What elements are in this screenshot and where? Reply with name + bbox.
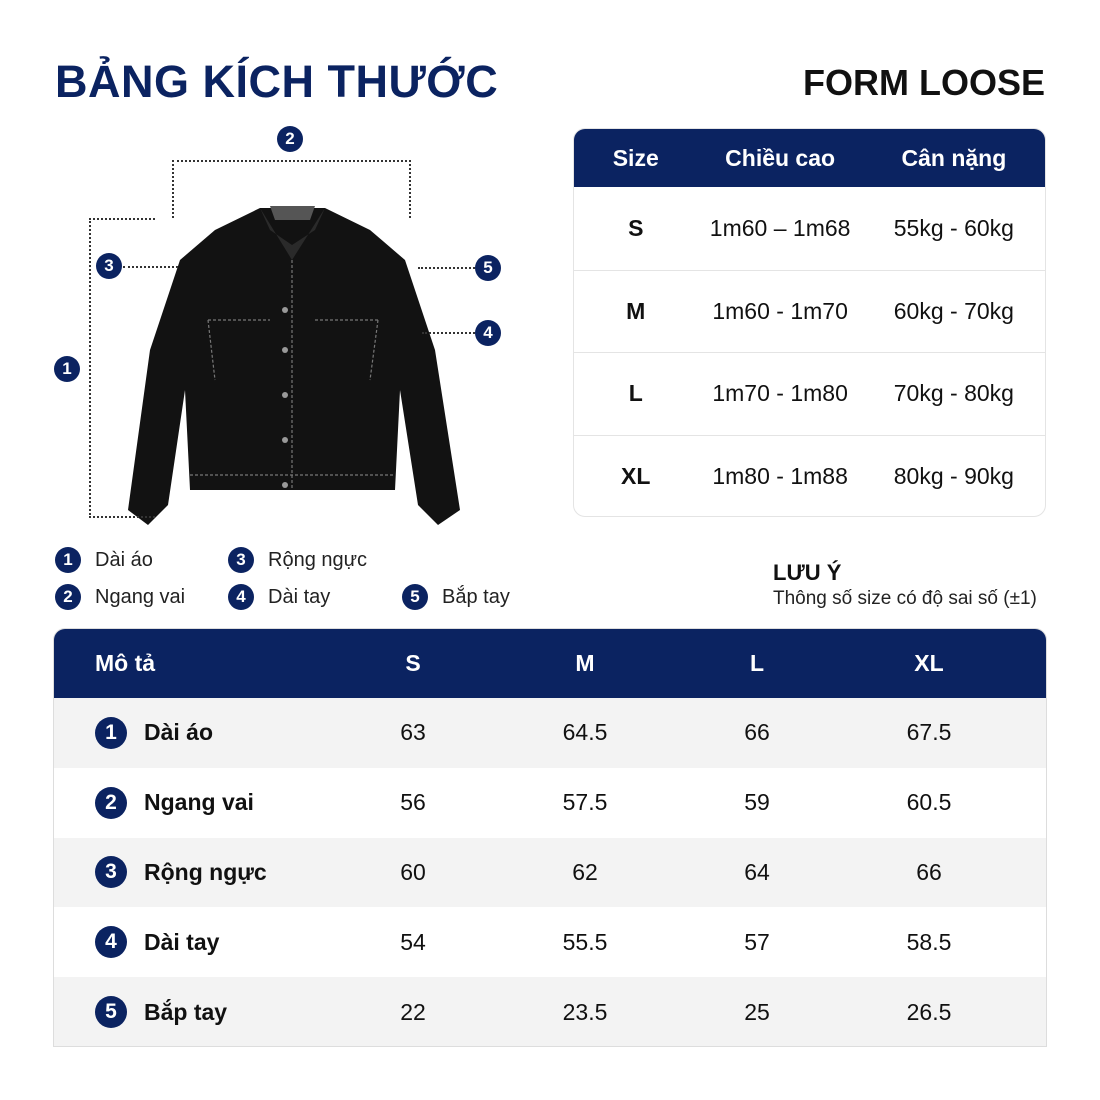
- legend-label: Bắp tay: [442, 585, 510, 608]
- value-cell: 58.5: [906, 928, 952, 955]
- measurement-table: Mô tả S M L XL 1 Dài áo 63 64.5 66 67.5 2 Ngang…: [53, 628, 1047, 1047]
- header-l: L: [749, 650, 765, 676]
- bicep-guide: [418, 267, 475, 269]
- weight-cell: 80kg - 90kg: [893, 462, 1014, 489]
- value-cell: 22: [400, 998, 426, 1025]
- size-cell: L: [628, 380, 643, 407]
- value-cell: 62: [572, 858, 598, 885]
- description-label: Ngang vai: [144, 789, 254, 816]
- table-row: 5 Bắp tay 22 23.5 25 26.5: [54, 977, 1046, 1046]
- value-cell: 64.5: [562, 719, 608, 746]
- marker-icon: 3: [95, 856, 127, 889]
- value-cell: 63: [400, 719, 426, 746]
- marker-icon: 3: [228, 547, 254, 573]
- description-cell: 5 Bắp tay: [54, 996, 327, 1029]
- table-row: 4 Dài tay 54 55.5 57 58.5: [54, 907, 1046, 977]
- value-cell: 60: [400, 858, 426, 885]
- marker-icon: 1: [95, 716, 127, 749]
- height-cell: 1m80 - 1m88: [712, 462, 848, 489]
- value-cell: 59: [744, 789, 770, 816]
- description-cell: 3 Rộng ngực: [54, 856, 327, 889]
- legend-item: 4 Dài tay: [228, 584, 330, 610]
- value-cell: 25: [744, 998, 770, 1025]
- marker-icon: 5: [402, 584, 428, 610]
- header-height: Chiều cao: [725, 144, 836, 171]
- value-cell: 57: [744, 928, 770, 955]
- table-row: 3 Rộng ngực 60 62 64 66: [54, 837, 1046, 908]
- legend-label: Ngang vai: [95, 585, 186, 608]
- legend-item: 2 Ngang vai: [55, 584, 185, 610]
- value-cell: 64: [744, 858, 770, 885]
- marker-icon: 5: [95, 996, 127, 1029]
- form-label: FORM LOOSE: [803, 62, 1045, 103]
- size-cell: S: [628, 214, 644, 241]
- size-cell: M: [626, 297, 646, 324]
- value-cell: 55.5: [562, 928, 608, 955]
- value-cell: 66: [916, 858, 942, 885]
- legend-item: 1 Dài áo: [55, 547, 153, 573]
- marker-4: 4: [475, 320, 501, 346]
- description-cell: 2 Ngang vai: [54, 786, 327, 819]
- size-table-header: Size Chiều cao Cân nặng: [574, 129, 1045, 187]
- length-guide: [89, 218, 155, 518]
- table-row: S 1m60 – 1m68 55kg - 60kg: [574, 187, 1045, 270]
- description-label: Bắp tay: [144, 998, 228, 1025]
- marker-3: 3: [96, 253, 122, 279]
- value-cell: 66: [744, 719, 770, 746]
- header-description: Mô tả: [95, 650, 156, 676]
- marker-2: 2: [277, 126, 303, 152]
- marker-5: 5: [475, 255, 501, 281]
- legend-label: Rộng ngực: [268, 548, 368, 571]
- marker-icon: 2: [55, 584, 81, 610]
- note-text: Thông số size có độ sai số (±1): [773, 588, 1037, 609]
- description-label: Rộng ngực: [144, 858, 267, 885]
- measurement-table-header: Mô tả S M L XL: [54, 629, 1046, 698]
- description-cell: 1 Dài áo: [54, 716, 327, 749]
- marker-1: 1: [54, 356, 80, 382]
- legend-item: 3 Rộng ngực: [228, 547, 367, 573]
- marker-icon: 4: [228, 584, 254, 610]
- table-row: XL 1m80 - 1m88 80kg - 90kg: [574, 434, 1045, 517]
- table-row: M 1m60 - 1m70 60kg - 70kg: [574, 269, 1045, 353]
- table-row: L 1m70 - 1m80 70kg - 80kg: [574, 352, 1045, 435]
- value-cell: 23.5: [562, 998, 608, 1025]
- shoulder-guide: [172, 160, 411, 218]
- description-cell: 4 Dài tay: [54, 926, 327, 959]
- header-weight: Cân nặng: [901, 144, 1007, 171]
- legend-item: 5 Bắp tay: [402, 584, 510, 610]
- height-cell: 1m60 - 1m70: [712, 297, 848, 324]
- value-cell: 67.5: [906, 719, 952, 746]
- header-size: Size: [612, 144, 659, 171]
- height-cell: 1m70 - 1m80: [712, 380, 848, 407]
- marker-icon: 4: [95, 926, 127, 959]
- marker-icon: 1: [55, 547, 81, 573]
- sleeve-guide: [422, 332, 475, 334]
- jacket-image: [128, 206, 460, 525]
- weight-cell: 60kg - 70kg: [893, 297, 1014, 324]
- table-row: 2 Ngang vai 56 57.5 59 60.5: [54, 768, 1046, 838]
- value-cell: 60.5: [906, 789, 952, 816]
- size-table: Size Chiều cao Cân nặng S 1m60 – 1m68 55kg…: [573, 128, 1046, 517]
- header-m: M: [575, 650, 595, 676]
- note-title: LƯU Ý: [773, 560, 842, 585]
- weight-cell: 55kg - 60kg: [893, 214, 1014, 241]
- legend-label: Dài áo: [95, 548, 153, 571]
- value-cell: 26.5: [906, 998, 952, 1025]
- description-label: Dài tay: [144, 928, 220, 955]
- chest-guide: [123, 266, 178, 268]
- weight-cell: 70kg - 80kg: [893, 380, 1014, 407]
- value-cell: 56: [400, 789, 426, 816]
- value-cell: 57.5: [562, 789, 608, 816]
- size-cell: XL: [621, 462, 651, 489]
- header-xl: XL: [914, 650, 944, 676]
- table-row: 1 Dài áo 63 64.5 66 67.5: [54, 698, 1046, 768]
- marker-icon: 2: [95, 786, 127, 819]
- legend-label: Dài tay: [268, 585, 331, 608]
- description-label: Dài áo: [144, 719, 214, 746]
- value-cell: 54: [400, 928, 426, 955]
- height-cell: 1m60 – 1m68: [709, 214, 851, 241]
- header-s: S: [405, 650, 421, 676]
- page-title: BẢNG KÍCH THƯỚC: [55, 56, 499, 107]
